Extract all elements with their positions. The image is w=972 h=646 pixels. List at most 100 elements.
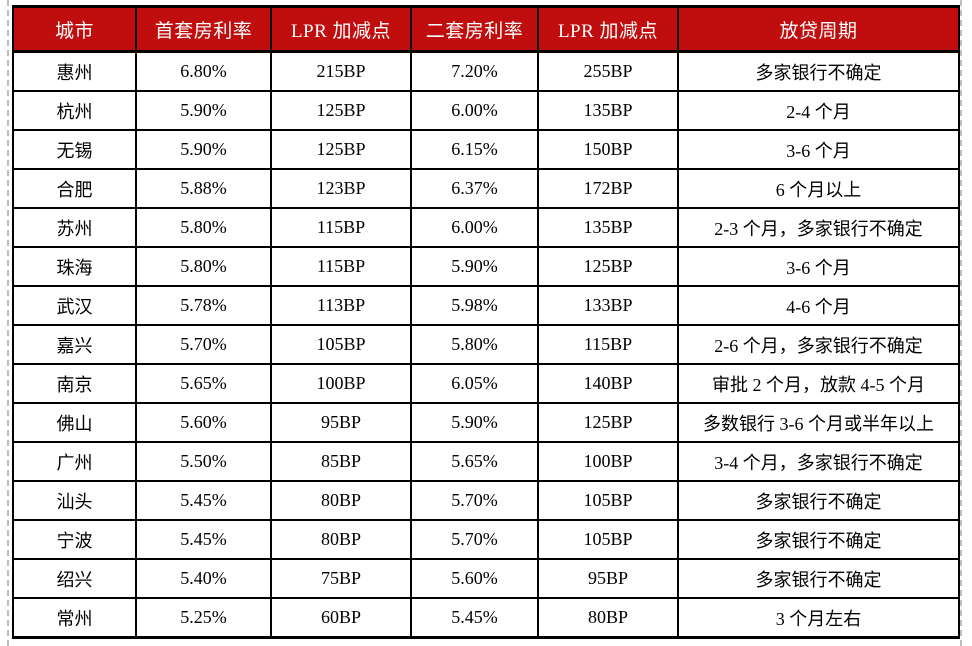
cell-first-lpr-points: 125BP [270,90,412,131]
cell-lending-cycle: 6 个月以上 [677,168,960,209]
text-boundary-left [7,0,9,646]
table-row: 苏州 5.80% 115BP 6.00% 135BP 2-3 个月，多家银行不确定 [12,207,960,248]
cell-lending-cycle: 审批 2 个月，放款 4-5 个月 [677,363,960,404]
header-cell-second-lpr-points: LPR 加减点 [537,5,679,53]
cell-city: 宁波 [12,519,137,560]
cell-first-home-rate: 5.80% [135,246,272,287]
cell-second-lpr-points: 95BP [537,558,679,599]
cell-first-home-rate: 5.50% [135,441,272,482]
cell-first-lpr-points: 85BP [270,441,412,482]
cell-second-lpr-points: 150BP [537,129,679,170]
table-row: 珠海 5.80% 115BP 5.90% 125BP 3-6 个月 [12,246,960,287]
cell-second-lpr-points: 100BP [537,441,679,482]
table-row: 常州 5.25% 60BP 5.45% 80BP 3 个月左右 [12,597,960,639]
cell-first-home-rate: 5.60% [135,402,272,443]
cell-city: 广州 [12,441,137,482]
cell-second-home-rate: 5.90% [410,402,539,443]
cell-first-lpr-points: 125BP [270,129,412,170]
cell-second-home-rate: 6.00% [410,90,539,131]
table-row: 杭州 5.90% 125BP 6.00% 135BP 2-4 个月 [12,90,960,131]
cell-second-home-rate: 6.00% [410,207,539,248]
table-row: 南京 5.65% 100BP 6.05% 140BP 审批 2 个月，放款 4-5 个月 [12,363,960,404]
cell-first-lpr-points: 80BP [270,480,412,521]
cell-city: 苏州 [12,207,137,248]
cell-second-lpr-points: 105BP [537,519,679,560]
cell-first-lpr-points: 113BP [270,285,412,326]
cell-first-lpr-points: 105BP [270,324,412,365]
table-row: 武汉 5.78% 113BP 5.98% 133BP 4-6 个月 [12,285,960,326]
cell-city: 佛山 [12,402,137,443]
cell-second-lpr-points: 125BP [537,246,679,287]
cell-first-home-rate: 5.40% [135,558,272,599]
cell-city: 常州 [12,597,137,639]
cell-second-lpr-points: 80BP [537,597,679,639]
cell-first-lpr-points: 75BP [270,558,412,599]
cell-first-home-rate: 5.70% [135,324,272,365]
table-row: 无锡 5.90% 125BP 6.15% 150BP 3-6 个月 [12,129,960,170]
cell-first-home-rate: 5.80% [135,207,272,248]
cell-second-lpr-points: 135BP [537,207,679,248]
cell-second-lpr-points: 255BP [537,50,679,92]
cell-second-lpr-points: 105BP [537,480,679,521]
cell-city: 合肥 [12,168,137,209]
cell-first-home-rate: 5.78% [135,285,272,326]
cell-city: 汕头 [12,480,137,521]
cell-lending-cycle: 3-4 个月，多家银行不确定 [677,441,960,482]
cell-first-home-rate: 5.90% [135,90,272,131]
cell-lending-cycle: 4-6 个月 [677,285,960,326]
table-row: 佛山 5.60% 95BP 5.90% 125BP 多数银行 3-6 个月或半年以上 [12,402,960,443]
cell-second-home-rate: 6.15% [410,129,539,170]
cell-second-home-rate: 5.45% [410,597,539,639]
header-cell-city: 城市 [12,5,137,53]
cell-second-lpr-points: 172BP [537,168,679,209]
cell-lending-cycle: 多家银行不确定 [677,519,960,560]
table-header-row: 城市 首套房利率 LPR 加减点 二套房利率 LPR 加减点 放贷周期 [12,5,960,53]
header-cell-first-home-rate: 首套房利率 [135,5,272,53]
cell-city: 南京 [12,363,137,404]
cell-first-home-rate: 5.25% [135,597,272,639]
cell-first-lpr-points: 95BP [270,402,412,443]
cell-first-lpr-points: 215BP [270,50,412,92]
cell-first-home-rate: 5.90% [135,129,272,170]
cell-city: 惠州 [12,50,137,92]
table-row: 嘉兴 5.70% 105BP 5.80% 115BP 2-6 个月，多家银行不确定 [12,324,960,365]
cell-first-lpr-points: 60BP [270,597,412,639]
cell-first-lpr-points: 100BP [270,363,412,404]
cell-second-lpr-points: 125BP [537,402,679,443]
cell-second-lpr-points: 133BP [537,285,679,326]
cell-lending-cycle: 2-3 个月，多家银行不确定 [677,207,960,248]
text-boundary-right [960,0,962,646]
cell-lending-cycle: 多家银行不确定 [677,558,960,599]
cell-second-home-rate: 5.70% [410,519,539,560]
cell-city: 嘉兴 [12,324,137,365]
cell-first-lpr-points: 80BP [270,519,412,560]
header-cell-first-lpr-points: LPR 加减点 [270,5,412,53]
cell-second-lpr-points: 115BP [537,324,679,365]
cell-first-home-rate: 5.65% [135,363,272,404]
table-row: 宁波 5.45% 80BP 5.70% 105BP 多家银行不确定 [12,519,960,560]
cell-first-home-rate: 5.45% [135,519,272,560]
cell-lending-cycle: 3-6 个月 [677,129,960,170]
cell-second-lpr-points: 135BP [537,90,679,131]
cell-first-home-rate: 5.45% [135,480,272,521]
cell-city: 杭州 [12,90,137,131]
cell-lending-cycle: 多数银行 3-6 个月或半年以上 [677,402,960,443]
table-row: 广州 5.50% 85BP 5.65% 100BP 3-4 个月，多家银行不确定 [12,441,960,482]
table-row: 绍兴 5.40% 75BP 5.60% 95BP 多家银行不确定 [12,558,960,599]
table-row: 汕头 5.45% 80BP 5.70% 105BP 多家银行不确定 [12,480,960,521]
cell-city: 珠海 [12,246,137,287]
cell-first-home-rate: 5.88% [135,168,272,209]
cell-second-lpr-points: 140BP [537,363,679,404]
cell-second-home-rate: 6.05% [410,363,539,404]
cell-first-lpr-points: 123BP [270,168,412,209]
table-body: 惠州 6.80% 215BP 7.20% 255BP 多家银行不确定 杭州 5.90% 125B… [12,50,960,639]
cell-city: 武汉 [12,285,137,326]
cell-first-lpr-points: 115BP [270,207,412,248]
cell-second-home-rate: 5.60% [410,558,539,599]
cell-second-home-rate: 7.20% [410,50,539,92]
cell-lending-cycle: 2-4 个月 [677,90,960,131]
header-cell-second-home-rate: 二套房利率 [410,5,539,53]
cell-lending-cycle: 3-6 个月 [677,246,960,287]
cell-city: 无锡 [12,129,137,170]
